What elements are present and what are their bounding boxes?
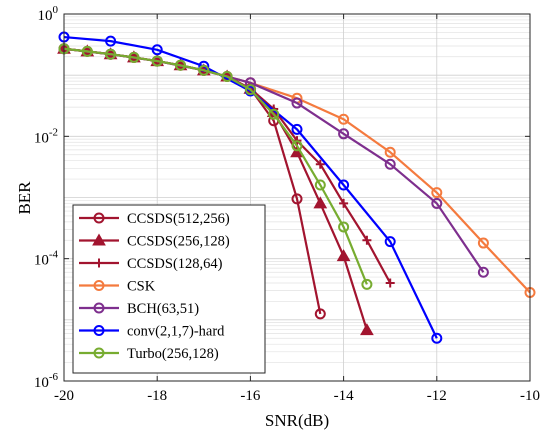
x-tick-labels: -20 -18 -16 -14 -12 -10 [54,388,540,404]
data-point [339,198,349,208]
data-point [314,308,326,320]
data-point [431,332,443,344]
series-layer [57,31,536,344]
data-point [81,45,93,57]
y-axis-label: BER [15,181,34,215]
data-point [360,323,374,336]
data-point [338,113,350,125]
x-tick-label: -16 [240,388,260,404]
legend-item: BCH(63,51) [79,301,199,317]
x-axis-label: SNR(dB) [265,411,329,430]
data-point [431,197,443,209]
data-point [93,302,105,314]
data-point [338,221,350,233]
x-tick-label: -18 [147,388,167,404]
data-point [477,237,489,249]
data-point [477,266,489,278]
data-point [93,347,105,359]
data-point [244,84,256,96]
data-point [338,179,350,191]
legend-label: conv(2,1,7)-hard [127,324,225,340]
y-tick-label: 10-4 [34,249,59,269]
data-point [94,258,104,268]
data-point [315,159,325,169]
data-point [336,249,351,262]
y-tick-labels: 10-6 10-4 10-2 100 [34,4,59,391]
data-point [93,280,105,291]
data-point [221,71,233,83]
data-point [384,158,396,170]
data-point [384,236,396,248]
x-tick-label: -14 [334,388,354,404]
legend-item: conv(2,1,7)-hard [79,324,225,340]
data-point [431,187,443,199]
data-point [93,212,105,224]
legend-item: CCSDS(128,64) [79,256,223,272]
data-point [361,278,373,290]
legend-label: CCSDS(256,128) [127,234,230,250]
legend: CCSDS(512,256) CCSDS(256,128) CCSDS(128,64… [72,204,266,374]
data-point [151,55,163,67]
legend-label: BCH(63,51) [127,301,199,317]
data-point [362,235,372,245]
data-point [291,193,303,205]
data-point [151,44,163,56]
y-tick-label: 100 [38,4,59,24]
data-point [268,108,280,120]
data-point [128,51,140,63]
legend-box [72,204,266,374]
legend-item: CCSDS(512,256) [79,211,230,227]
legend-label: CCSDS(512,256) [127,211,230,227]
data-point [93,325,105,336]
data-point [92,233,106,246]
legend-item: CSK [79,279,156,295]
data-point [314,179,326,191]
data-point [313,196,328,209]
data-point [291,140,303,152]
legend-item: CCSDS(256,128) [79,233,230,250]
legend-label: Turbo(256,128) [127,346,219,362]
legend-label: CSK [127,279,156,295]
data-point [291,97,303,109]
legend-label: CCSDS(128,64) [127,256,223,272]
data-point [105,35,117,47]
data-point [291,123,303,135]
data-point [385,278,395,288]
data-point [105,48,117,60]
y-tick-label: 10-6 [34,371,59,391]
data-point [338,128,350,140]
data-point [384,146,396,158]
legend-item: Turbo(256,128) [79,346,219,362]
data-point [175,59,186,71]
data-point [198,64,210,76]
x-tick-label: -12 [427,388,447,404]
y-tick-label: 10-2 [34,126,58,146]
plot-frame [63,13,531,382]
x-tick-label: -10 [520,388,540,404]
x-tick-label: -20 [54,388,74,404]
axis-ticks [63,13,531,382]
